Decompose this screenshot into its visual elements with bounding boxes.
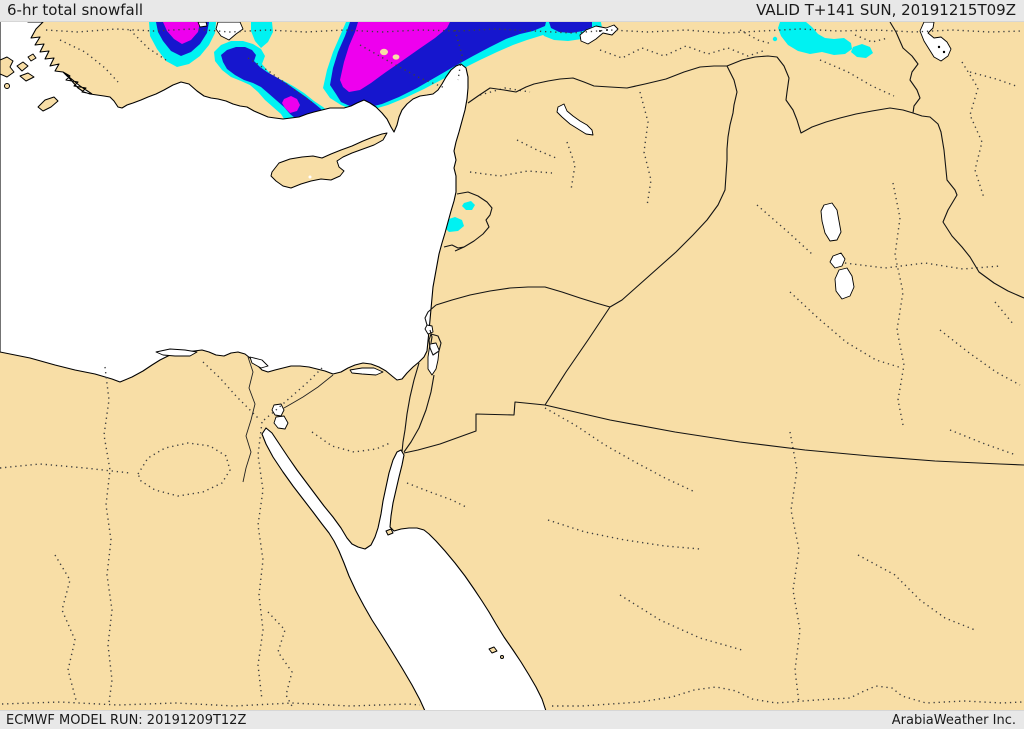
lake-tharthar [820, 202, 842, 242]
aegean-island-2 [16, 61, 29, 72]
islands [0, 53, 504, 659]
border-turkey-syria [467, 65, 727, 104]
border-israel-lebanon [443, 244, 465, 249]
rhodes-island [37, 96, 59, 112]
snow-patch-armenia-2 [851, 44, 873, 58]
lake-assad [556, 103, 594, 136]
border-golan [424, 304, 437, 326]
nile-lagoon-1 [155, 348, 198, 357]
suez-canal [283, 374, 334, 409]
border-iraq-jordan [544, 306, 611, 406]
border-jordan-saudi [403, 401, 546, 454]
nile-lagoon-2 [249, 356, 269, 369]
aegean-island-5 [27, 53, 37, 62]
border-jordan-syria [435, 286, 611, 308]
aegean-island-4 [4, 83, 10, 89]
border-iran [889, 22, 1024, 299]
aegean-island-1 [0, 56, 15, 78]
product-title: 6-hr total snowfall [7, 1, 144, 19]
bardawil-lagoon [349, 367, 384, 376]
footer-bar: ECMWF MODEL RUN: 20191209T12Z ArabiaWeat… [0, 710, 1024, 729]
lake-habbaniyah [829, 252, 846, 269]
border-iraq-saudi [544, 404, 1024, 466]
admin-boundaries [0, 28, 1023, 709]
border-israel-jordan [403, 329, 435, 453]
red-sea [261, 427, 547, 710]
seas [0, 22, 547, 710]
lake-van [579, 24, 619, 45]
bitter-lake-2 [273, 415, 289, 430]
credit-label: ArabiaWeather Inc. [891, 712, 1016, 728]
model-run-label: ECMWF MODEL RUN: 20191209T12Z [6, 712, 247, 728]
border-west-bank [428, 333, 442, 356]
snowfall-map [0, 22, 1024, 710]
valid-time-label: VALID T+141 SUN, 20191215T09Z [756, 1, 1016, 19]
red-sea-islet [488, 646, 498, 654]
mediterranean-sea [0, 22, 469, 383]
lake-razzaza [834, 267, 855, 300]
lake-small-west [197, 22, 208, 28]
country-borders [401, 22, 1024, 466]
border-lebanon [454, 191, 493, 252]
snow-finger [251, 22, 273, 48]
snow-lebanon-2 [444, 217, 464, 232]
snow-lebanon-1 [462, 201, 475, 210]
aegean-island-3 [19, 72, 35, 82]
waterways [242, 356, 334, 483]
nile-river [242, 356, 256, 483]
snow-dot [772, 36, 778, 42]
border-syria-iraq [609, 65, 738, 308]
cyprus-island [270, 132, 388, 189]
border-israel-egypt [401, 362, 420, 453]
cyprus-salt-lake [308, 175, 312, 179]
red-sea-islet-2 [500, 655, 504, 659]
tiran-island [385, 528, 394, 536]
snow-patch-armenia [778, 22, 852, 55]
border-turkey-iraq [726, 55, 914, 134]
lake-egirdir [215, 22, 244, 41]
lake-islands [599, 29, 946, 54]
header-bar: 6-hr total snowfall VALID T+141 SUN, 201… [0, 0, 1024, 22]
snow-band-holes [380, 48, 400, 60]
